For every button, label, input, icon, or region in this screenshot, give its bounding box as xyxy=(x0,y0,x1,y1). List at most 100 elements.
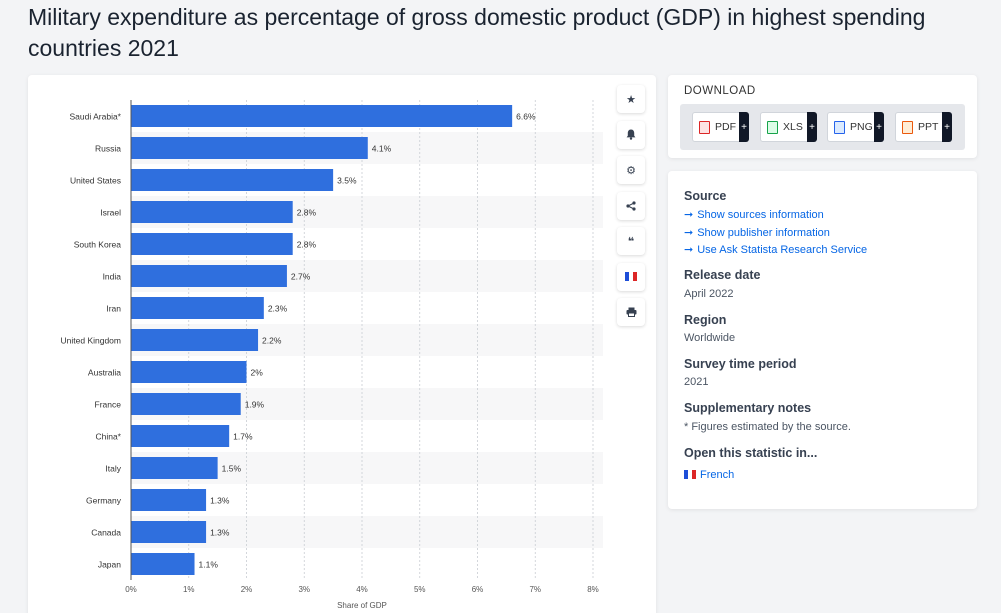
bar xyxy=(131,457,218,479)
bar xyxy=(131,265,287,287)
category-label: Japan xyxy=(98,560,121,570)
category-label: Italy xyxy=(105,464,121,474)
arrow-right-icon: ➞ xyxy=(684,209,694,221)
bar xyxy=(131,489,207,511)
survey-period-value: 2021 xyxy=(684,376,709,388)
plus-icon: + xyxy=(874,112,884,142)
chart-card: Saudi Arabia* 6.6% Russia 4.1% United States… xyxy=(28,75,656,613)
category-label: South Korea xyxy=(74,240,122,250)
value-label: 1.7% xyxy=(233,432,253,442)
source-heading: Source xyxy=(684,189,727,203)
value-label: 1.3% xyxy=(210,496,230,506)
french-flag-icon xyxy=(684,470,696,479)
open-statistic-heading: Open this statistic in... xyxy=(684,446,818,460)
chart-toolbar: ★ ⚙ ❝ xyxy=(617,85,647,334)
bar xyxy=(131,201,293,223)
x-tick-label: 6% xyxy=(472,585,484,594)
bar xyxy=(131,425,230,447)
value-label: 1.1% xyxy=(199,560,219,570)
value-label: 1.5% xyxy=(222,464,242,474)
x-tick-label: 8% xyxy=(587,585,599,594)
download-ppt-button[interactable]: PPT + xyxy=(895,112,952,142)
star-icon: ★ xyxy=(626,93,636,106)
bar xyxy=(131,521,207,543)
value-label: 2.8% xyxy=(297,240,317,250)
language-button[interactable] xyxy=(617,262,645,291)
category-label: United Kingdom xyxy=(61,336,121,346)
ppt-file-icon xyxy=(902,120,913,134)
bar-chart: Saudi Arabia* 6.6% Russia 4.1% United States… xyxy=(61,100,603,610)
category-label: India xyxy=(103,272,122,282)
cite-button[interactable]: ❝ xyxy=(617,227,645,255)
value-label: 2.3% xyxy=(268,304,288,314)
supplementary-notes-heading: Supplementary notes xyxy=(684,401,812,415)
xls-file-icon xyxy=(767,120,778,134)
region-heading: Region xyxy=(684,313,727,327)
download-title: DOWNLOAD xyxy=(684,85,756,97)
download-png-button[interactable]: PNG + xyxy=(827,112,884,142)
category-label: China* xyxy=(95,432,121,442)
x-tick-label: 2% xyxy=(241,585,253,594)
bell-icon xyxy=(626,129,636,140)
x-tick-label: 4% xyxy=(356,585,368,594)
value-label: 1.9% xyxy=(245,400,265,410)
category-label: Russia xyxy=(95,144,121,154)
value-label: 4.1% xyxy=(372,144,392,154)
category-label: Canada xyxy=(91,528,121,538)
open-in-french-link[interactable]: French xyxy=(684,469,734,481)
bar xyxy=(131,329,259,351)
supplementary-notes-value: * Figures estimated by the source. xyxy=(684,421,851,433)
show-publisher-link[interactable]: ➞ Show publisher information xyxy=(684,227,830,239)
x-axis-title: Share of GDP xyxy=(337,601,387,610)
value-label: 2.8% xyxy=(297,208,317,218)
share-button[interactable] xyxy=(617,191,645,220)
bar xyxy=(131,105,513,127)
arrow-right-icon: ➞ xyxy=(684,244,694,256)
release-date-heading: Release date xyxy=(684,268,761,282)
category-label: Israel xyxy=(100,208,121,218)
png-file-icon xyxy=(834,120,845,134)
bar xyxy=(131,553,195,575)
release-date-value: April 2022 xyxy=(684,288,734,300)
category-label: Saudi Arabia* xyxy=(69,112,121,122)
value-label: 6.6% xyxy=(516,112,536,122)
region-value: Worldwide xyxy=(684,332,736,344)
x-tick-label: 0% xyxy=(125,585,137,594)
value-label: 1.3% xyxy=(210,528,230,538)
gear-icon: ⚙ xyxy=(626,164,636,177)
ask-statista-link[interactable]: ➞ Use Ask Statista Research Service xyxy=(684,244,868,256)
download-panel: DOWNLOAD PDF + XLS + PNG + PPT + xyxy=(668,75,977,158)
bar xyxy=(131,297,264,319)
value-label: 2.2% xyxy=(262,336,282,346)
x-tick-label: 7% xyxy=(529,585,541,594)
value-label: 2% xyxy=(251,368,264,378)
plus-icon: + xyxy=(942,112,952,142)
print-icon xyxy=(626,307,636,317)
survey-period-heading: Survey time period xyxy=(684,357,797,371)
download-pdf-button[interactable]: PDF + xyxy=(692,112,749,142)
print-button[interactable] xyxy=(617,298,645,326)
bar xyxy=(131,361,247,383)
settings-button[interactable]: ⚙ xyxy=(617,156,645,184)
download-xls-button[interactable]: XLS + xyxy=(760,112,817,142)
category-label: Australia xyxy=(88,368,121,378)
notification-button[interactable] xyxy=(617,120,645,149)
page-title: Military expenditure as percentage of gr… xyxy=(28,4,926,61)
french-flag-icon xyxy=(625,272,637,281)
favorite-button[interactable]: ★ xyxy=(617,85,645,113)
value-label: 3.5% xyxy=(337,176,357,186)
arrow-right-icon: ➞ xyxy=(684,227,694,239)
row-band xyxy=(131,516,603,548)
value-label: 2.7% xyxy=(291,272,311,282)
plus-icon: + xyxy=(807,112,817,142)
show-sources-link[interactable]: ➞ Show sources information xyxy=(684,209,824,221)
bar xyxy=(131,393,241,415)
x-tick-label: 3% xyxy=(298,585,310,594)
bar xyxy=(131,169,334,191)
plus-icon: + xyxy=(739,112,749,142)
category-label: Germany xyxy=(86,496,122,506)
share-icon xyxy=(626,200,636,211)
bar xyxy=(131,137,368,159)
category-label: France xyxy=(95,400,122,410)
quote-icon: ❝ xyxy=(627,235,635,248)
